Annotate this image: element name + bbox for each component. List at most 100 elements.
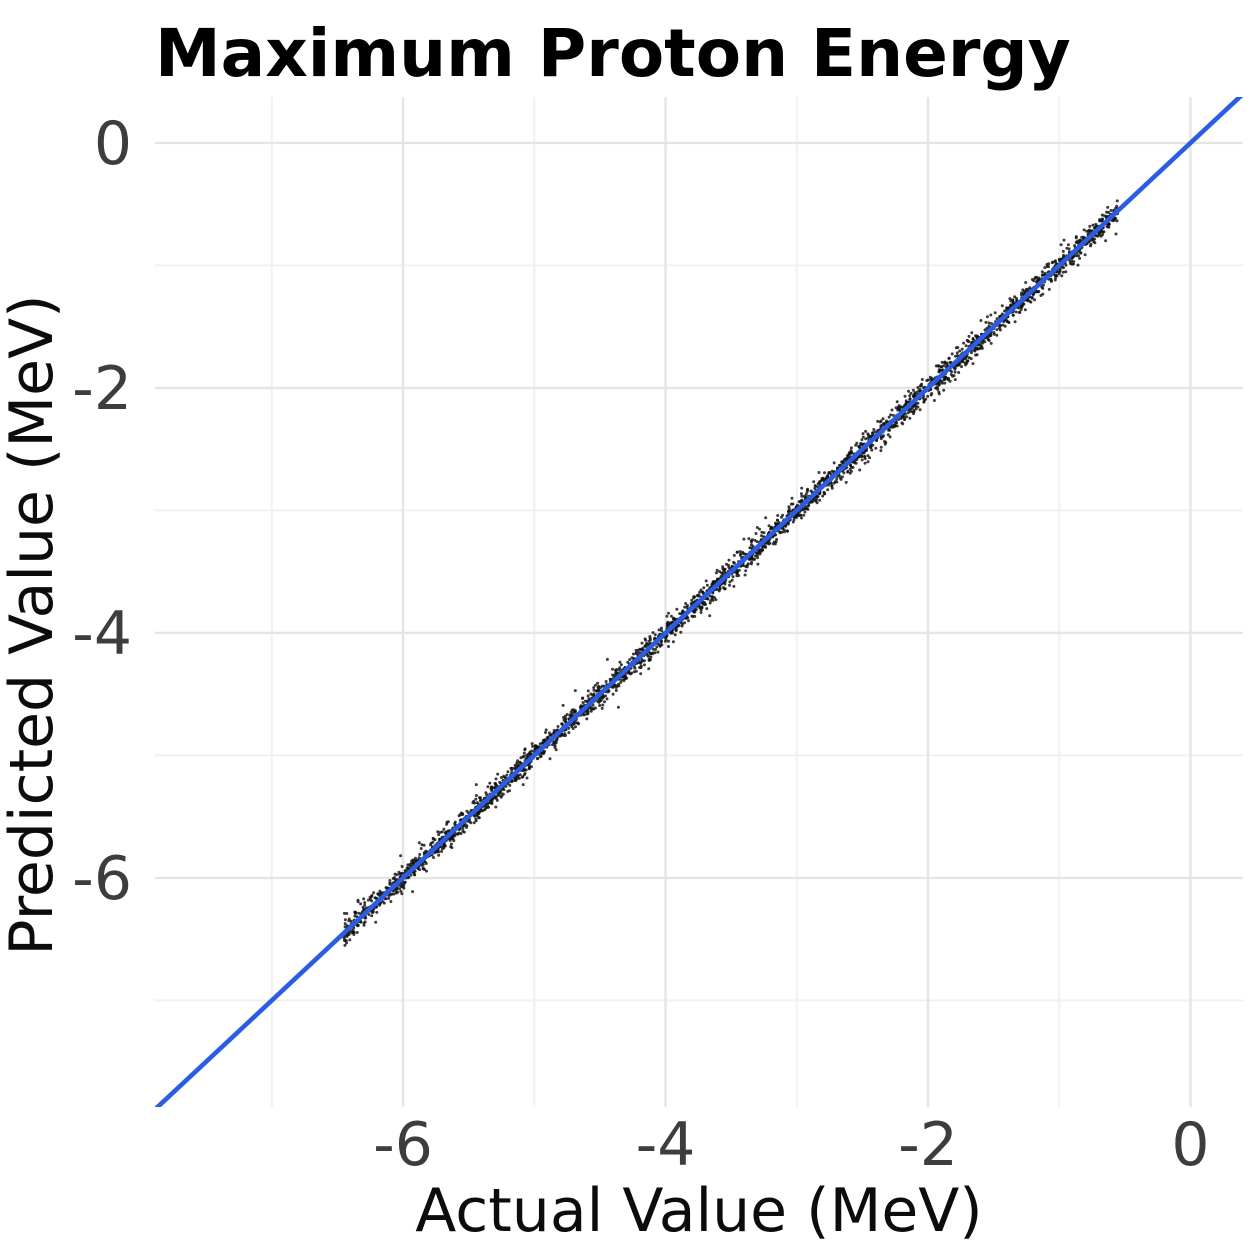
scatter-point (868, 456, 871, 460)
scatter-point (930, 392, 934, 395)
scatter-point (1013, 295, 1017, 299)
scatter-point (1058, 269, 1062, 272)
scatter-point (613, 683, 617, 687)
scatter-point (477, 816, 481, 820)
scatter-point (1041, 286, 1045, 290)
scatter-point (1036, 278, 1040, 282)
scatter-point (987, 321, 991, 325)
scatter-point (879, 449, 883, 453)
scatter-point (343, 922, 347, 926)
scatter-point (1091, 223, 1095, 227)
scatter-point (421, 866, 425, 870)
scatter-point (349, 919, 353, 923)
scatter-point (939, 365, 943, 369)
scatter-point (667, 639, 670, 643)
scatter-point (916, 401, 920, 405)
scatter-point (995, 317, 999, 321)
scatter-point (405, 866, 409, 870)
scatter-point (774, 521, 777, 525)
scatter-point (418, 853, 422, 856)
scatter-point (861, 432, 865, 436)
scatter-point (1073, 244, 1077, 247)
scatter-point (792, 518, 796, 522)
scatter-point (619, 680, 623, 684)
scatter-point (474, 817, 478, 821)
scatter-point (400, 871, 404, 875)
gridlines-major (155, 97, 1243, 1107)
scatter-point (886, 433, 890, 437)
scatter-point (593, 683, 597, 687)
scatter-point (997, 315, 1001, 319)
scatter-point (394, 891, 398, 895)
scatter-point (1045, 263, 1049, 266)
scatter-point (1023, 308, 1027, 312)
scatter-point (1077, 254, 1080, 258)
scatter-point (764, 545, 767, 548)
scatter-point (678, 612, 682, 616)
scatter-point (718, 570, 722, 574)
scatter-point (493, 781, 497, 785)
scatter-point (849, 464, 853, 468)
scatter-point (795, 516, 798, 519)
scatter-point (918, 408, 922, 412)
scatter-point (914, 404, 918, 408)
scatter-point (644, 638, 648, 642)
scatter-point (755, 553, 759, 557)
scatter-point (752, 558, 755, 561)
scatter-point (478, 799, 482, 803)
scatter-point (912, 408, 916, 412)
scatter-point (1107, 222, 1111, 226)
y-tick-label: 0 (94, 109, 132, 179)
scatter-point (693, 614, 697, 618)
scatter-point (965, 338, 969, 342)
scatter-point (687, 619, 690, 623)
scatter-point (586, 694, 590, 698)
scatter-point (739, 552, 743, 556)
scatter-point (899, 405, 903, 409)
scatter-point (803, 510, 807, 514)
scatter-point (437, 833, 441, 837)
scatter-point (429, 843, 432, 847)
scatter-point (986, 338, 990, 342)
scatter-point (844, 480, 848, 484)
scatter-point (1059, 243, 1063, 247)
scatter-point (955, 351, 959, 355)
scatter-point (648, 636, 652, 640)
scatter-point (518, 773, 522, 777)
scatter-point (552, 728, 556, 732)
scatter-point (634, 652, 638, 655)
scatter-point (433, 838, 437, 842)
scatter-point (920, 378, 924, 381)
scatter-point (953, 366, 957, 370)
scatter-point (563, 714, 567, 718)
scatter-point (747, 537, 751, 541)
scatter-point (962, 341, 966, 345)
scatter-point (1114, 232, 1118, 236)
scatter-point (614, 689, 618, 692)
scatter-point (762, 531, 766, 535)
scatter-point (585, 717, 589, 721)
scatter-point (450, 846, 454, 850)
scatter-point (1013, 320, 1017, 324)
scatter-point (551, 743, 554, 747)
scatter-point (538, 742, 542, 746)
scatter-point (891, 425, 894, 429)
scatter-point (728, 580, 732, 584)
scatter-point (351, 930, 355, 934)
scatter-point (1019, 308, 1023, 312)
y-tick-label: -6 (72, 844, 132, 914)
scatter-point (756, 562, 760, 566)
scatter-point (912, 412, 916, 416)
scatter-point (359, 902, 363, 906)
scatter-point (600, 706, 604, 710)
scatter-point (889, 413, 893, 417)
scatter-point (918, 384, 922, 388)
scatter-point (553, 746, 557, 749)
y-axis-tick-labels: 0 -2 -4 -6 (72, 109, 132, 914)
scatter-point (799, 492, 803, 496)
scatter-point (493, 785, 497, 789)
scatter-point (651, 651, 655, 655)
scatter-point (937, 392, 941, 396)
scatter-point (1043, 271, 1047, 275)
scatter-point (942, 388, 946, 392)
